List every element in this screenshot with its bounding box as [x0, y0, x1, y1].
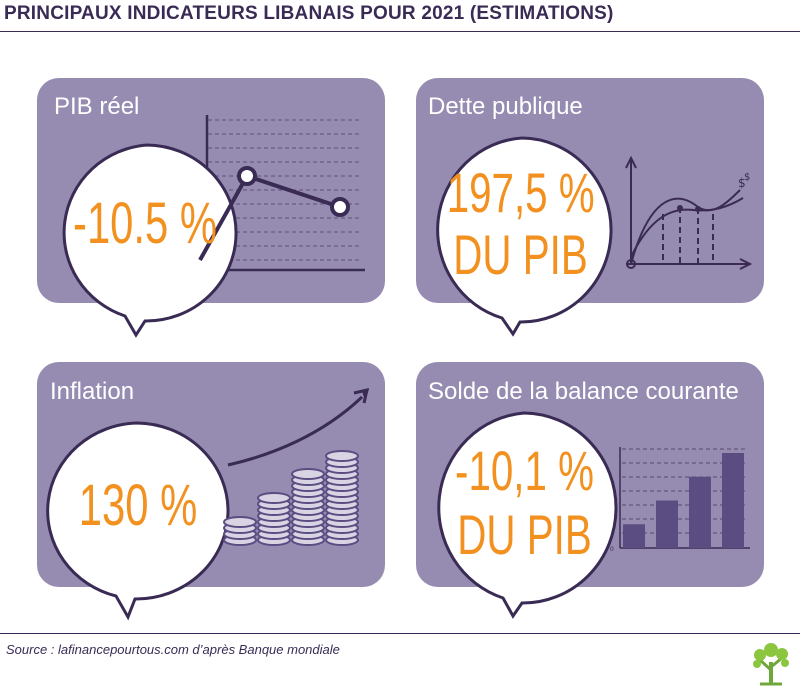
bar-icon-bar [623, 524, 645, 548]
value-dette-line2: DU PIB [453, 223, 588, 286]
value-inflation: 130 % [78, 473, 198, 538]
panel-label-solde-balance: Solde de la balance courante [428, 378, 739, 405]
value-solde-line1: -10,1 % [455, 439, 594, 502]
bubble-pib-reel [62, 143, 238, 338]
value-dette-line1: 197,5 % [446, 161, 595, 224]
panel-label-inflation: Inflation [50, 378, 135, 405]
curve-chart-icon: $ $ [625, 155, 753, 270]
title-divider [0, 31, 800, 32]
pib-line-marks [198, 166, 350, 261]
tree-logo-icon [753, 643, 789, 686]
bar-icon-bar [689, 476, 711, 548]
svg-text:$: $ [744, 172, 750, 183]
panel-label-dette-publique: Dette publique [428, 93, 583, 120]
bar-icon-bar [656, 500, 678, 548]
bar-icon-bar [722, 453, 744, 548]
svg-text:$: $ [738, 176, 746, 190]
bar-axis-zero: 0 [610, 546, 614, 553]
source-note: Source : lafinancepourtous.com d’après B… [6, 642, 340, 657]
bubble-dette-publique [436, 136, 613, 337]
value-solde-line2: DU PIB [457, 503, 592, 566]
panel-label-pib-reel: PIB réel [54, 93, 140, 120]
value-pib-reel: -10.5 % [73, 191, 217, 256]
bubble-solde-balance [437, 411, 618, 619]
footer-divider [0, 633, 800, 634]
page-title: PRINCIPAUX INDICATEURS LIBANAIS POUR 202… [4, 3, 614, 24]
bubble-inflation [46, 421, 230, 621]
coin-stacks-icon [223, 387, 370, 546]
bar-chart-icon: 0 [610, 447, 750, 553]
